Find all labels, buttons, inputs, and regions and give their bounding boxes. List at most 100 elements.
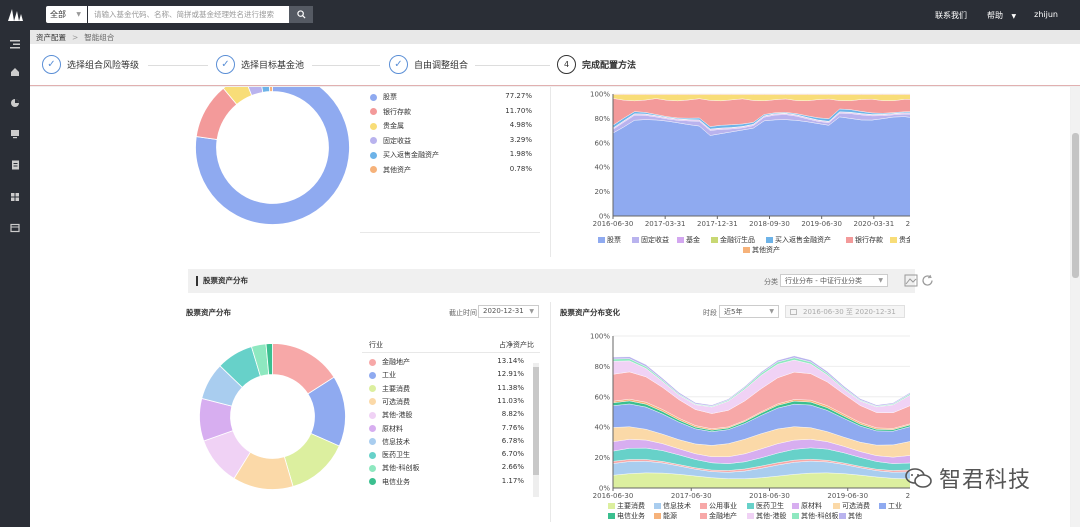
legend-item[interactable]: 贵金属: [890, 235, 910, 244]
table-row[interactable]: 其他-科创板: [369, 463, 420, 473]
legend-item[interactable]: 原材料: [792, 501, 822, 510]
y-tick-label: 40%: [594, 424, 610, 432]
monitor-icon[interactable]: [9, 128, 21, 140]
search-category-select[interactable]: 全部 ▼: [46, 6, 87, 23]
step-3[interactable]: ✓ 自由调整组合: [389, 55, 468, 74]
area-series[interactable]: [612, 355, 910, 407]
period-select[interactable]: 近5年 ▼: [719, 305, 779, 318]
legend-item[interactable]: 医药卫生: [747, 501, 784, 510]
table-row[interactable]: 工业: [369, 370, 396, 380]
chevron-down-icon: ▼: [878, 277, 883, 284]
page-scrollbar-thumb[interactable]: [1072, 133, 1079, 278]
watermark-text: 智君科技: [939, 468, 1032, 493]
row-color-dot: [369, 371, 376, 379]
legend-label: 股票: [607, 236, 621, 244]
refresh-icon[interactable]: [921, 274, 935, 287]
donut-slice[interactable]: [195, 87, 350, 225]
legend-item[interactable]: 银行存款: [370, 107, 411, 117]
legend-dot: [370, 137, 377, 144]
grid-icon[interactable]: [9, 191, 21, 203]
legend-item[interactable]: 贵金属: [370, 121, 404, 131]
legend-item[interactable]: 金融地产: [700, 511, 737, 520]
table-icon[interactable]: [9, 222, 21, 234]
table-scrollbar-thumb[interactable]: [533, 367, 539, 475]
sidebar-toggle-icon[interactable]: [9, 38, 21, 50]
legend-item[interactable]: 基金: [677, 235, 700, 244]
table-row[interactable]: 主要消费: [369, 384, 410, 394]
table-row[interactable]: 其他-港股: [369, 410, 413, 420]
stock-distribution-title: 股票资产分布: [186, 308, 231, 317]
legend-item[interactable]: 买入返售金融资产: [370, 150, 439, 160]
table-row[interactable]: 电信业务: [369, 477, 410, 487]
legend-item[interactable]: 金融衍生品: [711, 235, 755, 244]
date-range-picker[interactable]: 2016-06-30 至 2020-12-31: [785, 305, 905, 318]
breadcrumb-root[interactable]: 资产配置: [36, 33, 66, 42]
legend-item[interactable]: 其他-港股: [747, 511, 787, 520]
legend-swatch: [792, 513, 799, 519]
legend-dot: [370, 93, 377, 101]
legend-label: 原材料: [801, 501, 822, 510]
image-export-icon[interactable]: [904, 274, 918, 287]
row-color-dot: [369, 385, 376, 393]
legend-item[interactable]: 固定收益: [632, 235, 669, 244]
legend-item[interactable]: 公用事业: [700, 501, 737, 510]
legend-item[interactable]: 买入返售金融资产: [766, 235, 831, 244]
row-industry: 信息技术: [382, 437, 410, 446]
legend-item[interactable]: 工业: [879, 501, 902, 510]
legend-item[interactable]: 银行存款: [846, 235, 883, 244]
distribution-select[interactable]: 行业分布 - 中证行业分类 ▼: [780, 274, 888, 287]
donut-slice[interactable]: [265, 343, 273, 376]
row-industry: 主要消费: [382, 384, 410, 393]
logo-icon[interactable]: [6, 7, 24, 23]
table-row[interactable]: 金融地产: [369, 357, 410, 367]
step-4-number: 4: [557, 55, 576, 74]
legend-item[interactable]: 能源: [654, 511, 677, 520]
contact-link[interactable]: 联系我们: [934, 11, 967, 20]
area-series[interactable]: [612, 116, 910, 217]
legend-item[interactable]: 其他资产: [743, 245, 780, 254]
chart-icon[interactable]: [9, 97, 21, 109]
row-color-dot: [369, 464, 376, 472]
row-ratio: 12.91%: [497, 370, 524, 379]
area-series[interactable]: [612, 93, 910, 95]
donut-slice[interactable]: [269, 87, 273, 92]
table-row[interactable]: 可选消费: [369, 397, 410, 407]
check-icon: ✓: [389, 55, 408, 74]
chevron-down-icon: ▼: [769, 308, 774, 315]
stock-section-title: 股票资产分布: [196, 276, 248, 286]
legend-item[interactable]: 主要消费: [608, 501, 645, 510]
home-icon[interactable]: [9, 66, 21, 78]
legend-item[interactable]: 固定收益: [370, 136, 411, 146]
x-tick-label: 2020-03-31: [853, 220, 894, 228]
table-row[interactable]: 原材料: [369, 424, 403, 434]
user-menu[interactable]: zhijun: [1034, 10, 1058, 19]
document-icon[interactable]: [9, 159, 21, 171]
search-button[interactable]: [289, 6, 313, 23]
step-2[interactable]: ✓ 选择目标基金池: [216, 55, 304, 74]
step-connector: [148, 65, 208, 66]
y-tick-label: 20%: [594, 454, 610, 462]
page-scrollbar[interactable]: [1071, 87, 1080, 527]
date-select[interactable]: 2020-12-31 ▼: [478, 305, 539, 318]
legend-swatch: [747, 513, 754, 519]
legend-item[interactable]: 信息技术: [654, 501, 691, 510]
legend-item[interactable]: 电信业务: [608, 511, 645, 520]
table-scrollbar[interactable]: [533, 363, 539, 497]
help-menu[interactable]: 帮助 ▼: [987, 10, 1016, 21]
table-row[interactable]: 信息技术: [369, 437, 410, 447]
y-tick-label: 0%: [599, 213, 610, 221]
legend-item[interactable]: 股票: [370, 92, 397, 102]
legend-item[interactable]: 其他-科创板: [792, 511, 839, 520]
step-1[interactable]: ✓ 选择组合风险等级: [42, 55, 139, 74]
step-4[interactable]: 4 完成配置方法: [557, 55, 636, 74]
legend-item[interactable]: 股票: [598, 236, 621, 244]
search-icon: [296, 10, 306, 19]
legend-item[interactable]: 其他: [839, 511, 862, 520]
legend-item[interactable]: 其他资产: [370, 165, 411, 175]
breadcrumb: 资产配置 > 智能组合: [30, 30, 1080, 44]
table-row[interactable]: 医药卫生: [369, 450, 410, 460]
legend-label: 股票: [383, 93, 397, 101]
legend-label: 其他资产: [383, 165, 411, 174]
search-input[interactable]: [88, 6, 289, 23]
legend-item[interactable]: 可选消费: [833, 501, 870, 510]
